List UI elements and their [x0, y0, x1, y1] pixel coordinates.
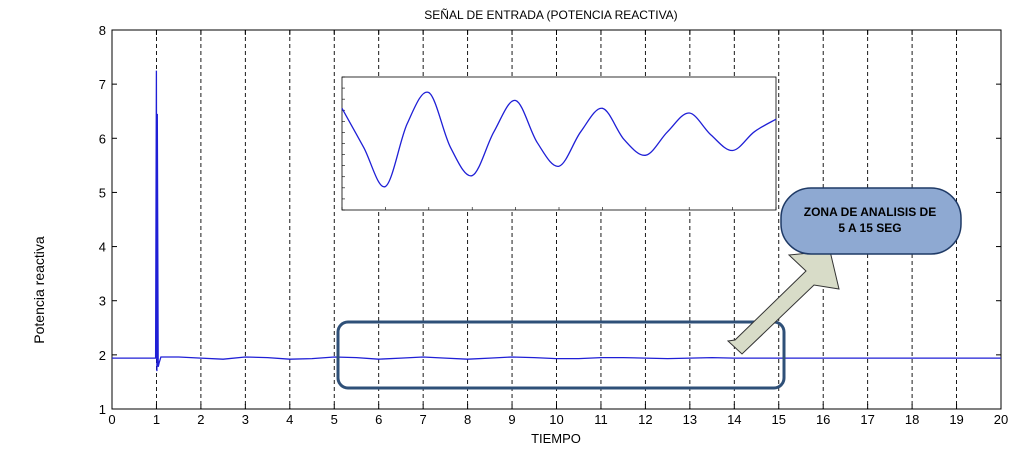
x-tick-label: 7 — [420, 412, 427, 427]
x-tick-label: 14 — [727, 412, 741, 427]
y-tick-label: 8 — [99, 23, 106, 38]
x-tick-label: 4 — [286, 412, 293, 427]
x-tick-label: 3 — [242, 412, 249, 427]
x-tick-label: 0 — [108, 412, 115, 427]
y-tick-label: 7 — [99, 77, 106, 92]
x-tick-label: 2 — [197, 412, 204, 427]
y-tick-label: 5 — [99, 185, 106, 200]
x-tick-label: 8 — [464, 412, 471, 427]
x-tick-label: 16 — [816, 412, 830, 427]
y-axis-label: Potencia reactiva — [31, 236, 47, 344]
x-tick-label: 10 — [549, 412, 563, 427]
x-tick-label: 11 — [594, 412, 608, 427]
x-tick-label: 12 — [638, 412, 652, 427]
x-tick-label: 17 — [860, 412, 874, 427]
x-tick-label: 6 — [375, 412, 382, 427]
inset-frame — [342, 77, 776, 210]
x-tick-label: 19 — [949, 412, 963, 427]
x-tick-label: 18 — [905, 412, 919, 427]
y-tick-label: 6 — [99, 131, 106, 146]
y-tick-label: 2 — [99, 348, 106, 363]
x-tick-label: 13 — [683, 412, 697, 427]
y-tick-label: 1 — [99, 402, 106, 417]
x-tick-label: 9 — [508, 412, 515, 427]
callout-line-2: 5 A 15 SEG — [838, 221, 901, 235]
x-tick-label: 20 — [994, 412, 1008, 427]
y-tick-label: 4 — [99, 240, 106, 255]
callout-line-1: ZONA DE ANALISIS DE — [804, 205, 936, 219]
x-tick-label: 15 — [772, 412, 786, 427]
x-tick-label: 5 — [331, 412, 338, 427]
y-tick-label: 3 — [99, 294, 106, 309]
x-tick-label: 1 — [153, 412, 160, 427]
x-axis-label: TIEMPO — [531, 431, 581, 446]
chart-title: SEÑAL DE ENTRADA (POTENCIA REACTIVA) — [424, 8, 677, 22]
analysis-zone-box — [338, 322, 784, 388]
inset-plot — [342, 77, 776, 210]
